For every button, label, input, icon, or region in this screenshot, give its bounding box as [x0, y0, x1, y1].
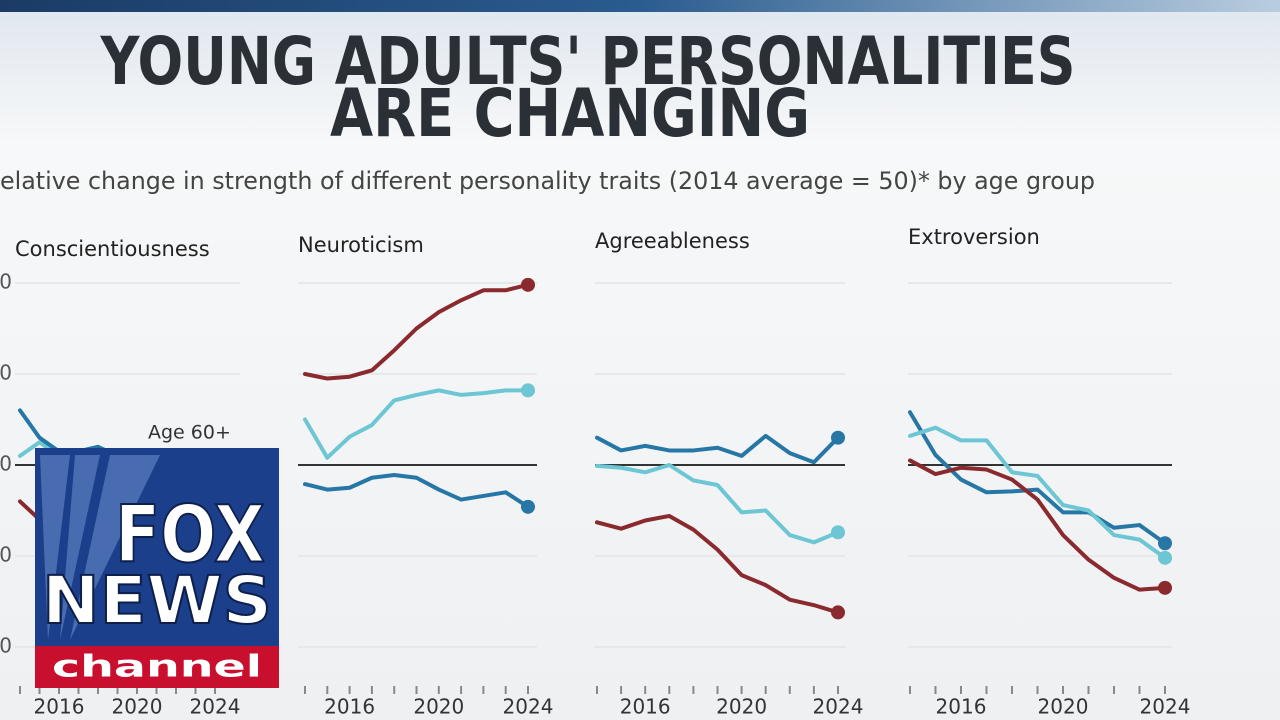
- y-tick-label: 0: [0, 452, 12, 476]
- logo-text: FOX: [115, 490, 265, 580]
- title: YOUNG ADULTS' PERSONALITIES: [100, 23, 1076, 100]
- end-dot: [521, 383, 535, 398]
- x-tick-label: 2024: [503, 695, 554, 719]
- panel-title: Neuroticism: [298, 233, 424, 257]
- logo-band: [35, 646, 279, 688]
- logo: FOX NEWS channel: [35, 448, 279, 688]
- y-tick-label: 0: [0, 543, 12, 567]
- end-dot: [831, 605, 845, 620]
- series-line: [303, 473, 530, 509]
- x-tick-label: 2016: [936, 695, 987, 719]
- y-tick-label: 0: [0, 634, 12, 658]
- y-tick-label: 0: [0, 270, 12, 294]
- logo-text: channel: [52, 650, 262, 685]
- y-tick-label: 0: [0, 361, 12, 385]
- x-tick-label: 2020: [413, 695, 464, 719]
- end-dot: [1158, 550, 1172, 565]
- x-tick-label: 2024: [190, 695, 241, 719]
- end-dot: [831, 525, 845, 540]
- series-line: [908, 425, 1167, 560]
- logo-text: NEWS: [42, 562, 272, 639]
- x-tick-label: 2016: [324, 695, 375, 719]
- panel-title: Agreeableness: [595, 229, 750, 253]
- end-dot: [1158, 536, 1172, 551]
- x-tick-label: 2016: [620, 695, 671, 719]
- x-tick-label: 2024: [813, 695, 864, 719]
- title: ARE CHANGING: [330, 75, 810, 152]
- top-band: [0, 0, 1280, 12]
- end-dot: [521, 499, 535, 514]
- series-line: [303, 388, 530, 460]
- series-line: [303, 282, 530, 381]
- x-tick-label: 2024: [1140, 695, 1191, 719]
- end-dot: [521, 277, 535, 292]
- logo-rays: [40, 455, 160, 640]
- panel-title: Extroversion: [908, 225, 1040, 249]
- end-dot: [831, 430, 845, 445]
- end-dot: [1158, 580, 1172, 595]
- x-tick-label: 2020: [112, 695, 163, 719]
- series-line: [595, 433, 840, 465]
- series-line: [908, 458, 1167, 592]
- x-tick-label: 2020: [716, 695, 767, 719]
- series-line: [595, 513, 840, 615]
- panel-title: Conscientiousness: [15, 237, 210, 261]
- subtitle: elative change in strength of different …: [0, 167, 1095, 195]
- x-tick-label: 2020: [1038, 695, 1089, 719]
- series-line: [595, 463, 840, 545]
- x-tick-label: 2016: [34, 695, 85, 719]
- series-label: Age 60+: [148, 422, 231, 444]
